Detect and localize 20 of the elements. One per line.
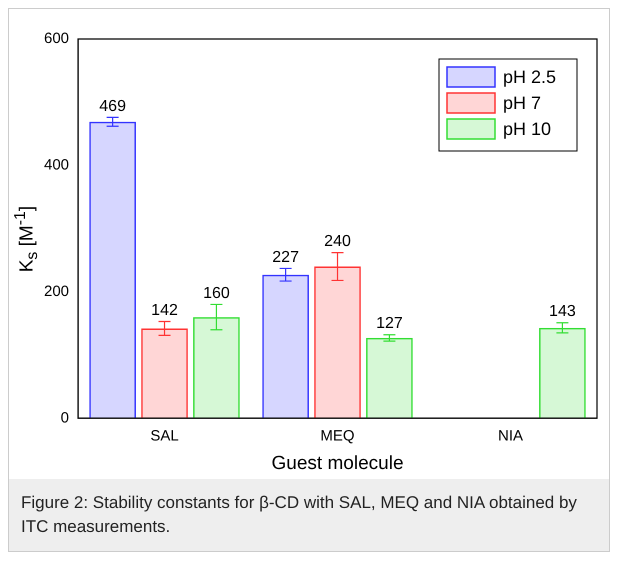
data-label: 227 <box>272 248 300 266</box>
data-label: 142 <box>151 302 178 319</box>
caption: Figure 2: Stability constants for β-CD with SAL, MEQ and NIA obtained by ITC measurements. <box>9 479 609 551</box>
data-label: 469 <box>99 98 126 115</box>
data-label: 127 <box>376 315 403 332</box>
data-label: 240 <box>324 233 351 250</box>
y-tick-label: 400 <box>44 156 70 174</box>
y-tick-label: 600 <box>44 30 70 48</box>
legend-label: pH 7 <box>503 92 542 113</box>
y-tick-label: 0 <box>60 409 70 426</box>
bar <box>366 338 413 418</box>
x-tick-label: SAL <box>150 427 179 444</box>
y-tick-label: 200 <box>44 282 70 300</box>
x-tick-label: MEQ <box>320 427 355 444</box>
legend-label: pH 10 <box>503 118 552 139</box>
x-tick-label: NIA <box>498 427 524 444</box>
x-axis-title: Guest molecule <box>272 452 404 474</box>
legend-label: pH 2.5 <box>503 66 556 87</box>
data-label: 143 <box>549 303 576 320</box>
data-label: 160 <box>203 284 230 302</box>
